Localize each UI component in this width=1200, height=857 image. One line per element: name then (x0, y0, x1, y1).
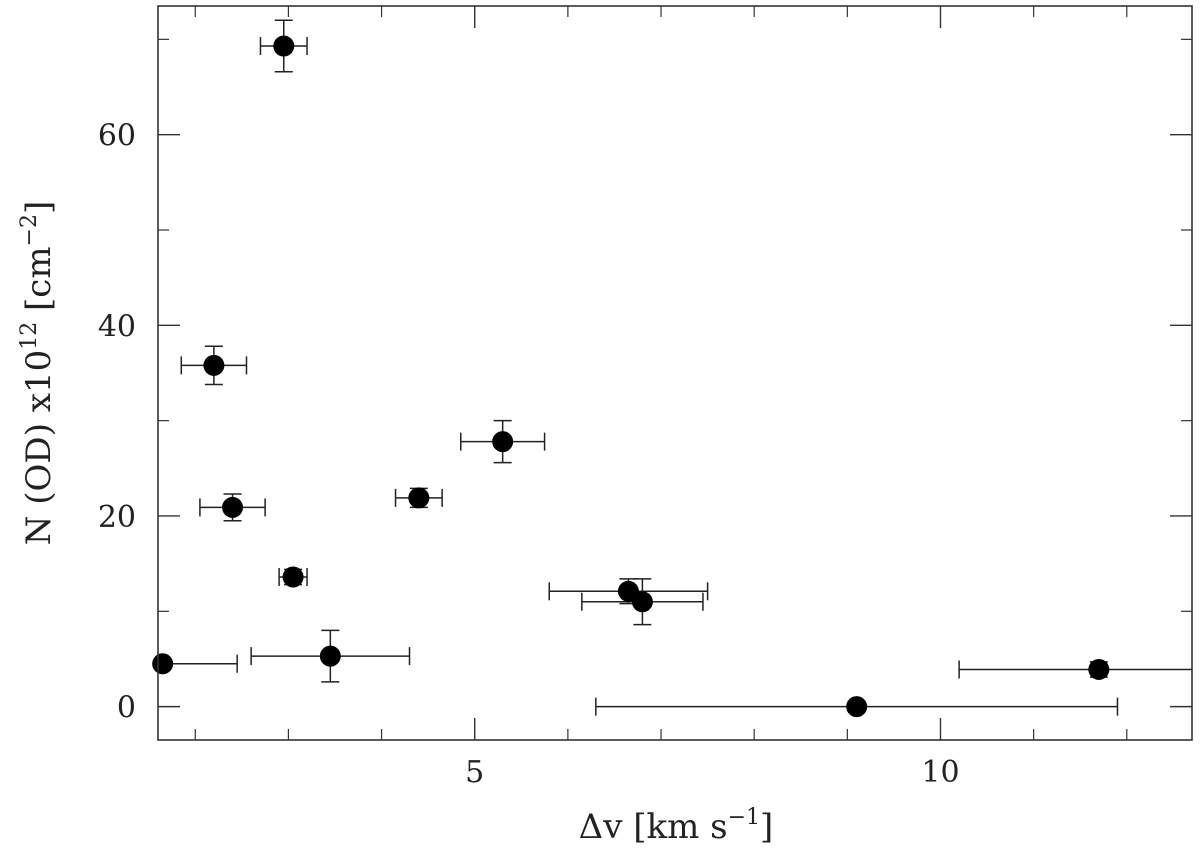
y-axis-label-main: N (OD) x10 (19, 350, 59, 545)
y-axis-label-mid: [cm (19, 246, 59, 321)
data-point (492, 431, 514, 453)
y-axis-label-sup2: −2 (17, 214, 42, 246)
data-point (152, 653, 174, 675)
x-axis-label-sup: −1 (728, 805, 760, 830)
data-point (408, 487, 430, 509)
error-bars (158, 19, 1192, 716)
data-point (203, 354, 225, 376)
data-points (152, 35, 1110, 718)
x-tick-label: 5 (465, 755, 484, 790)
plot-frame (157, 5, 1193, 741)
data-point (1088, 658, 1110, 680)
tick-labels: 5 10 0 20 40 60 (98, 119, 960, 790)
data-point (846, 696, 868, 718)
y-axis-label-tail: ] (19, 201, 59, 214)
y-tick-label: 40 (98, 309, 136, 344)
y-tick-label: 60 (98, 119, 136, 154)
tick-marks (158, 6, 1192, 740)
data-point (222, 496, 244, 518)
data-point (273, 35, 295, 57)
x-axis-label-tail: ] (760, 807, 773, 847)
y-axis-label: N (OD) x1012 [cm−2] (17, 201, 59, 546)
data-point (282, 566, 304, 588)
x-axis-label-main: Δv [km s (579, 807, 728, 847)
y-tick-label: 20 (98, 500, 136, 535)
y-tick-label: 0 (117, 691, 136, 726)
data-point (631, 591, 653, 613)
data-point (319, 645, 341, 667)
x-tick-label: 10 (921, 755, 959, 790)
x-axis-label: Δv [km s−1] (579, 805, 774, 847)
y-axis-label-sup1: 12 (17, 322, 42, 350)
